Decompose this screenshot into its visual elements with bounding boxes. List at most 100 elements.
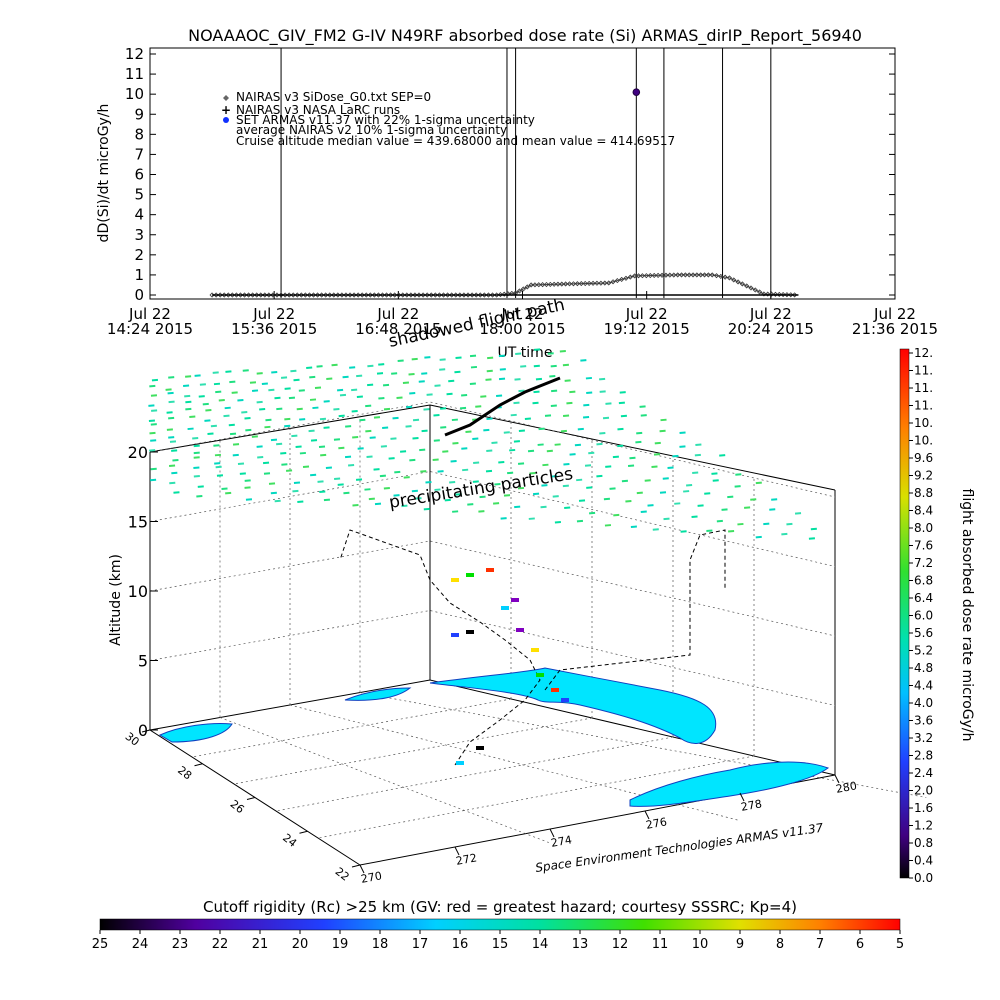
top-x-tick-label: Jul 22 [128,305,171,323]
rigidity-mark [171,471,178,475]
rigidity-mark [549,374,556,378]
rigidity-mark [446,392,453,396]
dose-marker [466,630,474,634]
rigidity-mark [299,451,306,455]
rigidity-mark [268,482,276,485]
rigidity-mark [472,437,479,440]
rigidity-mark [652,528,659,531]
rigidity-bar-tick-label: 15 [492,937,509,952]
rigidity-mark [228,423,235,427]
rigidity-mark [345,425,352,428]
rigidity-mark [454,370,461,374]
rigidity-mark [221,487,228,491]
rigidity-mark [613,513,620,517]
rigidity-mark [647,504,654,507]
latitude-tick [299,830,308,834]
colorbar-tick-label: 1.2 [914,819,933,833]
rigidity-mark [500,517,507,520]
nairas-g0-point [735,279,741,285]
longitude-tick-label: 278 [740,797,763,813]
nairas-g0-point [559,281,565,287]
rigidity-mark [378,363,385,366]
nairas-g0-point [540,282,546,288]
rigidity-mark [627,464,635,467]
rigidity-mark [288,396,296,400]
nairas-g0-point [574,281,580,287]
rigidity-mark [639,405,646,408]
top-y-tick-label: 5 [134,186,144,204]
rigidity-mark [310,439,318,442]
flight-track [339,529,541,766]
rigidity-mark [640,510,647,513]
nairas-g0-point [543,281,550,288]
rigidity-mark [486,449,493,452]
rigidity-mark [513,401,520,405]
rigidity-mark [168,464,176,467]
top-x-tick-label: Jul 22 [376,305,419,323]
rigidity-mark [520,365,527,368]
legend-entry: average NAIRAS v2 10% 1-sigma uncertaint… [236,123,507,137]
nairas-g0-point [659,272,665,278]
rigidity-mark [551,475,558,478]
colorbar-tick-label: 4.8 [914,661,933,675]
nairas-g0-point [602,280,608,286]
rigidity-bar-tick-label: 18 [372,937,389,952]
rigidity-mark [578,499,586,502]
longitude-tick [549,828,555,838]
rigidity-bar [99,918,901,931]
rigidity-mark [529,472,536,475]
rigidity-mark [452,510,459,513]
rigidity-mark [317,480,324,483]
rigidity-mark [187,427,194,431]
rigidity-mark [249,381,257,384]
rigidity-mark [467,503,474,506]
rigidity-mark [166,411,173,414]
rigidity-mark [295,445,302,448]
rigidity-mark [274,499,281,503]
rigidity-mark [150,423,157,426]
rigidity-mark [680,530,687,533]
nairas-g0-point [792,292,798,298]
dose-colorbar-label: flight absorbed dose rate microGy/h [959,489,975,742]
rigidity-mark [150,478,157,482]
rigidity-mark [617,427,624,431]
rigidity-mark [440,426,447,429]
nairas-g0-point [731,277,737,283]
rigidity-mark [465,430,472,434]
rigidity-mark [728,530,735,533]
rigidity-mark [344,455,352,459]
rigidity-mark [485,469,493,473]
altitude-tick-label: 5 [138,652,148,671]
nairas-g0-point [651,272,657,279]
altitude-tick-label: 0 [138,721,148,740]
longitude-tick [359,864,365,874]
nairas-g0-point [784,292,790,298]
rigidity-mark [538,427,545,431]
rigidity-mark [532,492,540,496]
top-x-tick-label: Jul 22 [252,305,295,323]
rigidity-mark [527,449,535,453]
rigidity-mark [185,400,192,404]
rigidity-mark [348,463,355,467]
rigidity-mark [270,438,278,442]
rigidity-mark [333,407,340,411]
nairas-g0-point [524,284,530,290]
rigidity-bar-tick-label: 11 [652,937,669,952]
colorbar-tick-label: 10. [914,416,933,430]
nairas-g0-point [590,280,596,286]
rigidity-mark [418,380,425,383]
rigidity-mark [546,449,553,453]
rigidity-mark [356,395,363,398]
rigidity-bar-tick-label: 24 [132,937,149,952]
rigidity-mark [205,408,212,412]
rigidity-mark [498,460,505,464]
rigidity-mark [218,398,225,402]
rigidity-mark [411,357,418,361]
latitude-tick-label: 22 [333,865,352,884]
rigidity-mark [737,522,744,526]
rigidity-bar-tick-label: 22 [212,937,229,952]
latitude-tick-label: 24 [280,831,299,850]
rigidity-bar-label: Cutoff rigidity (Rc) >25 km (GV: red = g… [203,898,797,916]
rigidity-mark [719,454,726,457]
dose-marker [511,598,519,602]
